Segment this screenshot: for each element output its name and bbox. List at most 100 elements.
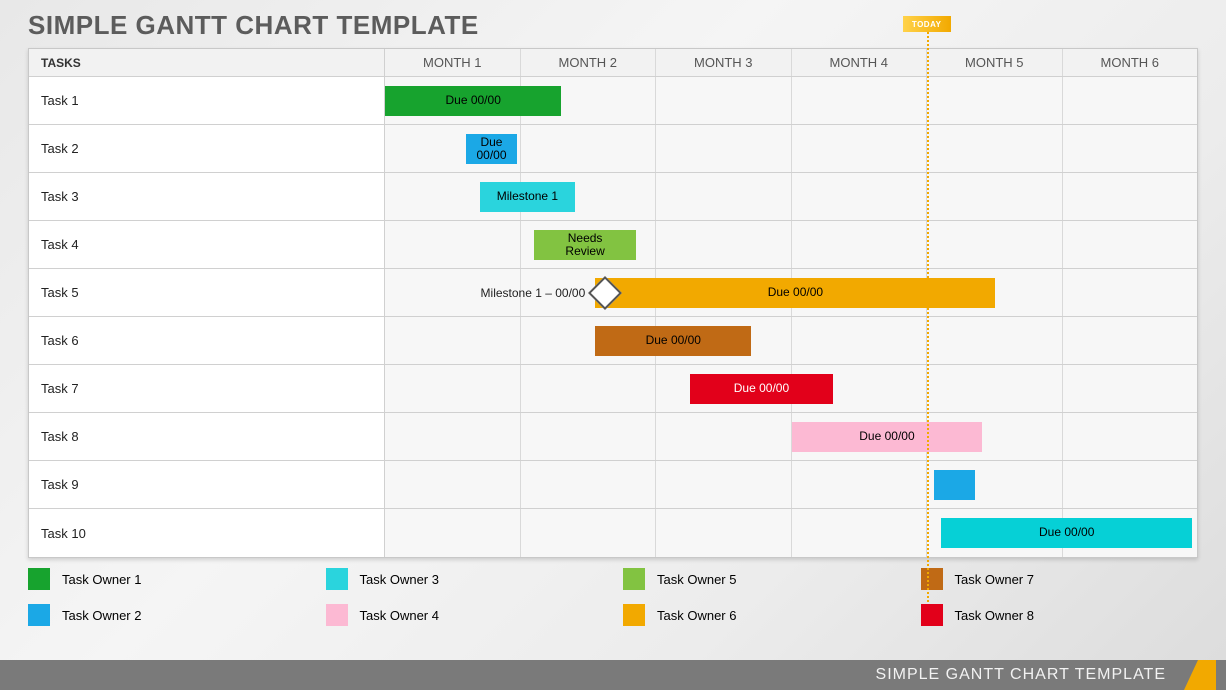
legend-item: Task Owner 8 — [921, 601, 1199, 629]
task-timeline — [385, 461, 1197, 508]
timeline-cell — [656, 77, 792, 124]
legend: Task Owner 1 Task Owner 2 Task Owner 3 Task… — [28, 565, 1198, 629]
task-timeline — [385, 413, 1197, 460]
task-name: Task 2 — [29, 125, 385, 172]
timeline-cell — [521, 509, 657, 557]
timeline-cell — [656, 221, 792, 268]
task-row: Task 7 — [29, 365, 1197, 413]
timeline-cell — [385, 461, 521, 508]
legend-item: Task Owner 1 — [28, 565, 306, 593]
timeline-cell — [385, 221, 521, 268]
gantt-chart: TASKS MONTH 1MONTH 2MONTH 3MONTH 4MONTH … — [28, 48, 1198, 558]
timeline-cell — [1063, 77, 1198, 124]
gantt-bar[interactable]: Due 00/00 — [690, 374, 832, 404]
timeline-cell — [521, 413, 657, 460]
timeline-cell — [521, 125, 657, 172]
task-row: Task 9 — [29, 461, 1197, 509]
month-header-cell: MONTH 4 — [792, 49, 928, 76]
legend-swatch — [623, 604, 645, 626]
legend-label: Task Owner 4 — [360, 608, 439, 623]
task-name: Task 7 — [29, 365, 385, 412]
month-header-cell: MONTH 2 — [521, 49, 657, 76]
timeline-cell — [385, 365, 521, 412]
chart-header-row: TASKS MONTH 1MONTH 2MONTH 3MONTH 4MONTH … — [29, 49, 1197, 77]
timeline-cell — [1063, 461, 1198, 508]
task-name: Task 10 — [29, 509, 385, 557]
timeline-cell — [792, 221, 928, 268]
legend-label: Task Owner 3 — [360, 572, 439, 587]
timeline-cell — [1063, 413, 1198, 460]
timeline-cell — [792, 461, 928, 508]
task-row: Task 2 — [29, 125, 1197, 173]
tasks-header: TASKS — [29, 49, 385, 76]
legend-swatch — [921, 568, 943, 590]
task-name: Task 1 — [29, 77, 385, 124]
timeline-cell — [656, 173, 792, 220]
legend-label: Task Owner 1 — [62, 572, 141, 587]
timeline-cell — [1063, 269, 1198, 316]
timeline-cell — [927, 365, 1063, 412]
month-header-cell: MONTH 6 — [1063, 49, 1198, 76]
today-flag: TODAY — [903, 16, 951, 32]
task-name: Task 3 — [29, 173, 385, 220]
timeline-cell — [927, 221, 1063, 268]
task-row: Task 1 — [29, 77, 1197, 125]
gantt-bar[interactable]: Due 00/00 — [595, 278, 995, 308]
footer-title: SIMPLE GANTT CHART TEMPLATE — [876, 666, 1166, 684]
legend-item: Task Owner 6 — [623, 601, 901, 629]
timeline-cell — [1063, 173, 1198, 220]
timeline-cell — [1063, 125, 1198, 172]
timeline-cell — [385, 317, 521, 364]
legend-swatch — [326, 568, 348, 590]
task-name: Task 6 — [29, 317, 385, 364]
task-name: Task 5 — [29, 269, 385, 316]
task-timeline — [385, 221, 1197, 268]
task-name: Task 4 — [29, 221, 385, 268]
legend-label: Task Owner 2 — [62, 608, 141, 623]
gantt-bar[interactable]: Due 00/00 — [792, 422, 982, 452]
month-header-cell: MONTH 5 — [927, 49, 1063, 76]
legend-swatch — [28, 568, 50, 590]
month-header: MONTH 1MONTH 2MONTH 3MONTH 4MONTH 5MONTH… — [385, 49, 1197, 76]
legend-swatch — [921, 604, 943, 626]
task-name: Task 9 — [29, 461, 385, 508]
month-header-cell: MONTH 1 — [385, 49, 521, 76]
legend-item: Task Owner 5 — [623, 565, 901, 593]
timeline-cell — [385, 269, 521, 316]
gantt-bar[interactable]: Due 00/00 — [941, 518, 1192, 548]
timeline-cell — [792, 125, 928, 172]
month-header-cell: MONTH 3 — [656, 49, 792, 76]
timeline-cell — [656, 509, 792, 557]
page-title: SIMPLE GANTT CHART TEMPLATE — [28, 10, 479, 41]
timeline-cell — [792, 317, 928, 364]
task-row: Task 8 — [29, 413, 1197, 461]
timeline-cell — [1063, 317, 1198, 364]
task-row: Task 3 — [29, 173, 1197, 221]
task-name: Task 8 — [29, 413, 385, 460]
timeline-cell — [792, 173, 928, 220]
legend-item: Task Owner 7 — [921, 565, 1199, 593]
timeline-cell — [927, 125, 1063, 172]
gantt-bar[interactable]: Due 00/00 — [385, 86, 561, 116]
timeline-cell — [656, 461, 792, 508]
timeline-cell — [521, 461, 657, 508]
legend-item: Task Owner 2 — [28, 601, 306, 629]
timeline-cell — [1063, 365, 1198, 412]
timeline-cell — [792, 77, 928, 124]
legend-swatch — [28, 604, 50, 626]
timeline-cell — [656, 125, 792, 172]
gantt-bar[interactable]: Needs Review — [534, 230, 636, 260]
timeline-cell — [521, 365, 657, 412]
gantt-bar[interactable] — [934, 470, 975, 500]
timeline-cell — [385, 509, 521, 557]
gantt-bar[interactable]: Due 00/00 — [595, 326, 751, 356]
gantt-bar[interactable]: Milestone 1 — [480, 182, 575, 212]
legend-swatch — [623, 568, 645, 590]
timeline-cell — [927, 77, 1063, 124]
legend-label: Task Owner 6 — [657, 608, 736, 623]
footer-accent-icon — [1176, 660, 1216, 690]
gantt-bar[interactable]: Due 00/00 — [466, 134, 516, 164]
timeline-cell — [927, 173, 1063, 220]
legend-label: Task Owner 5 — [657, 572, 736, 587]
today-marker: TODAY — [903, 16, 951, 32]
